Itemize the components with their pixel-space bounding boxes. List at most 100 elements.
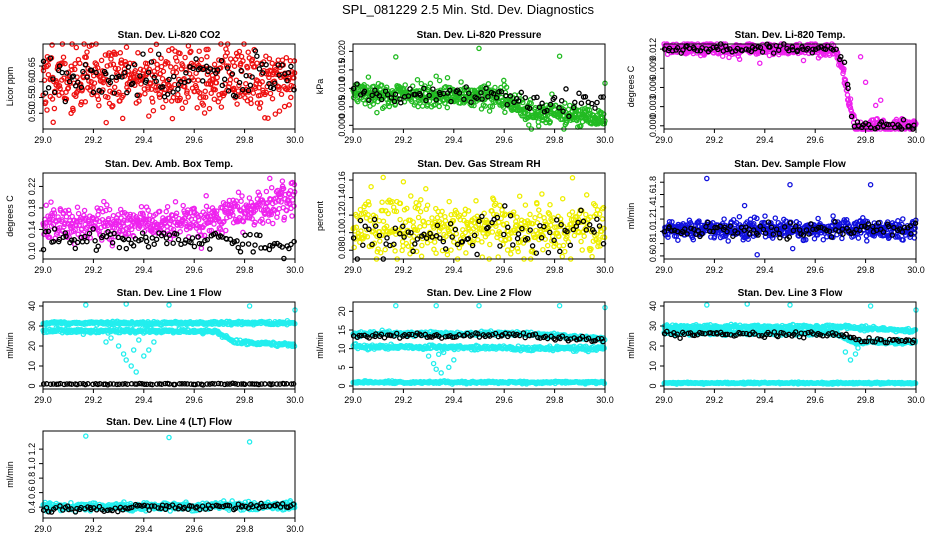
data-point-main <box>429 215 435 221</box>
data-point-reference <box>239 87 246 93</box>
data-point-main <box>245 49 251 55</box>
data-point-reference <box>90 89 97 96</box>
data-point-main <box>195 217 202 223</box>
x-tick-label: 29.2 <box>85 395 103 405</box>
data-point-main <box>444 104 451 111</box>
data-point-main <box>233 198 240 204</box>
data-point-reference <box>47 55 54 61</box>
data-point-main <box>266 74 272 81</box>
data-point-main <box>214 74 220 81</box>
data-point-main <box>276 108 283 114</box>
data-point-reference <box>109 74 115 80</box>
data-point-reference <box>93 69 99 76</box>
data-point-reference <box>777 235 783 241</box>
data-point-reference <box>63 70 70 76</box>
y-tick-label: 0 <box>27 383 37 388</box>
data-point-reference <box>284 77 290 84</box>
data-point-reference <box>384 235 390 241</box>
data-point-main <box>540 246 546 253</box>
data-point-main <box>95 212 101 218</box>
data-point-main <box>123 44 130 50</box>
data-point-reference <box>51 226 58 232</box>
data-point-reference <box>242 232 248 238</box>
data-point-main <box>148 86 155 92</box>
data-point-main <box>44 107 50 113</box>
data-point-main <box>172 199 179 205</box>
data-point-main <box>446 198 452 205</box>
data-point-main <box>416 202 422 208</box>
data-point-main <box>168 64 174 70</box>
data-point-main <box>173 69 180 76</box>
data-point-reference <box>137 73 143 79</box>
data-point-main <box>132 68 139 74</box>
data-point-reference <box>408 229 414 236</box>
data-point-reference <box>501 231 507 238</box>
x-tick-label: 29.4 <box>756 265 774 275</box>
data-point-main <box>270 220 276 227</box>
data-point-main <box>288 94 294 101</box>
data-point-main <box>211 96 218 102</box>
data-point-main <box>436 77 443 84</box>
data-point-reference <box>119 74 125 80</box>
data-point-main <box>262 115 268 121</box>
data-point-main <box>379 199 385 205</box>
data-point-main <box>419 242 425 249</box>
data-point-main <box>506 236 513 242</box>
data-point-reference <box>541 223 547 230</box>
data-point-main <box>762 213 768 219</box>
data-point-reference <box>124 89 130 96</box>
data-point-main <box>503 84 510 91</box>
data-point-reference <box>256 66 263 72</box>
data-point-reference <box>62 98 69 105</box>
data-point-main <box>283 207 290 214</box>
data-point-main <box>42 99 49 105</box>
data-point-reference <box>155 51 162 57</box>
data-point-reference <box>594 216 600 222</box>
x-tick-label: 29.2 <box>395 135 413 145</box>
data-point-reference <box>160 84 166 90</box>
y-tick-label: 0.22 <box>27 178 37 196</box>
data-point-main <box>556 233 562 240</box>
y-tick-label: 20 <box>27 341 37 351</box>
data-point-reference <box>452 226 459 233</box>
data-point-reference <box>164 91 171 97</box>
data-point-main <box>173 210 180 217</box>
data-point-reference <box>131 62 138 68</box>
data-point-reference <box>175 86 181 92</box>
data-point-main <box>800 57 807 64</box>
data-point-main <box>197 95 203 101</box>
y-tick-label: 0.012 <box>648 38 658 61</box>
data-point-main <box>96 102 102 109</box>
data-point-main <box>547 118 553 125</box>
data-point-reference <box>229 71 236 77</box>
data-point-main <box>231 63 238 69</box>
data-point-main <box>539 191 545 197</box>
data-point-main <box>265 115 271 121</box>
data-point-reference <box>397 230 403 237</box>
data-point-main <box>259 79 265 85</box>
data-point-reference <box>130 243 137 249</box>
data-point-lower <box>128 363 134 369</box>
data-point-main <box>265 218 272 224</box>
data-point-main <box>145 207 151 213</box>
data-point-reference <box>186 78 192 84</box>
data-point-main <box>400 179 407 185</box>
data-point-reference <box>262 381 268 387</box>
data-point-main <box>268 184 275 191</box>
panel-title: Stan. Dev. Sample Flow <box>734 159 846 170</box>
data-point-main <box>444 251 451 258</box>
data-point-reference <box>153 236 160 243</box>
data-point-main <box>594 207 601 213</box>
data-point-main <box>536 207 542 213</box>
data-point-main <box>721 216 727 222</box>
y-axis-label: percent <box>315 200 325 231</box>
data-point-main <box>581 233 587 239</box>
data-point-reference <box>143 77 149 83</box>
y-axis-label: Licor ppm <box>5 67 15 107</box>
data-point-main <box>75 210 82 217</box>
data-point-reference <box>474 251 480 258</box>
data-point-main <box>263 188 270 195</box>
y-tick-label: 0.65 <box>27 57 37 75</box>
data-point-reference <box>145 69 152 75</box>
panel-title: Stan. Dev. Li-820 CO2 <box>118 30 221 41</box>
